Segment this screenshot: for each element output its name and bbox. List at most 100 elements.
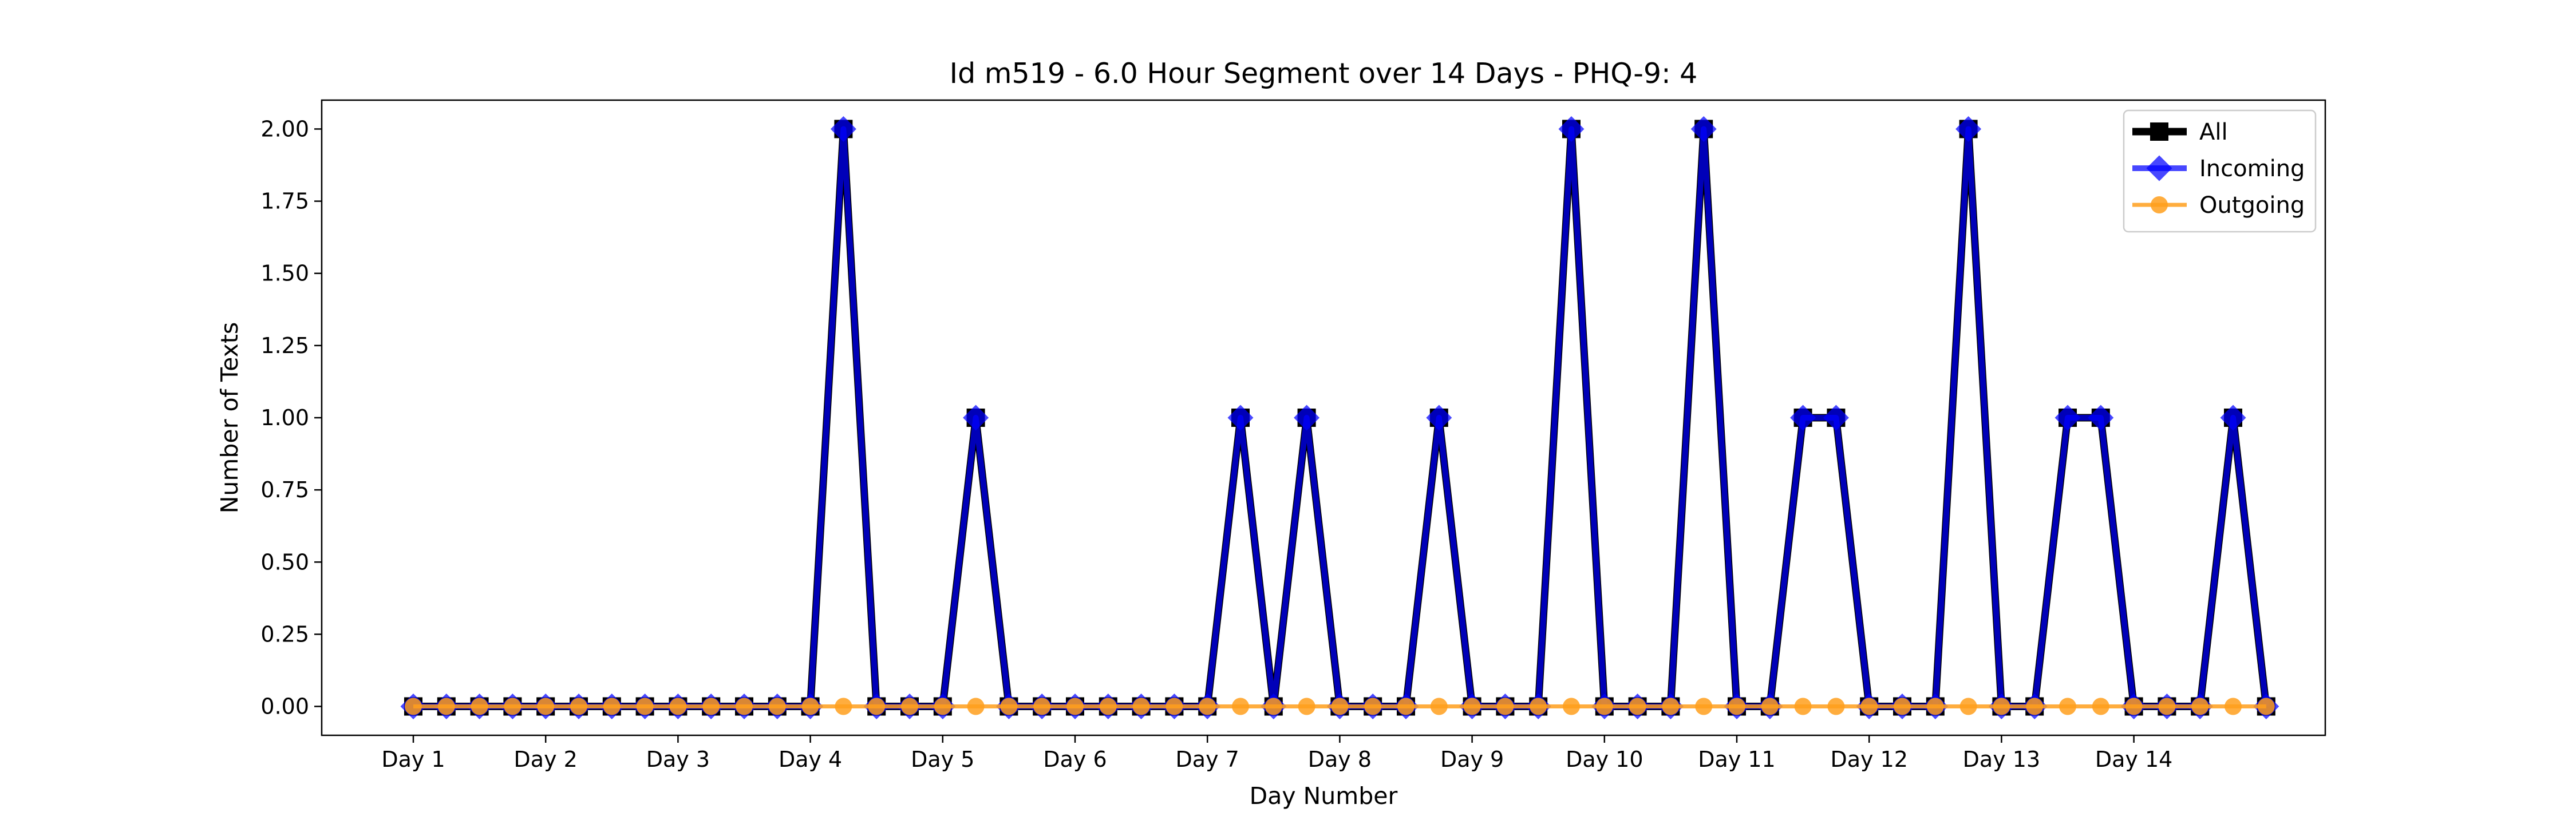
data-point-outgoing xyxy=(405,698,422,715)
data-point-outgoing xyxy=(1794,698,1812,715)
x-tick-label: Day 5 xyxy=(911,747,974,772)
y-tick-label: 1.25 xyxy=(260,333,309,358)
y-tick-label: 0.50 xyxy=(260,549,309,575)
data-point-incoming xyxy=(1790,405,1816,431)
data-point-outgoing xyxy=(2158,698,2176,715)
data-point-outgoing xyxy=(1728,698,1745,715)
data-point-incoming xyxy=(2220,405,2246,431)
x-tick-label: Day 13 xyxy=(1963,747,2040,772)
data-point-incoming xyxy=(1426,405,1452,431)
data-point-incoming xyxy=(2088,405,2114,431)
data-point-outgoing xyxy=(1066,698,1084,715)
y-tick-label: 1.75 xyxy=(260,189,309,214)
x-axis-label: Day Number xyxy=(1250,782,1398,810)
data-point-outgoing xyxy=(1761,698,1779,715)
data-point-outgoing xyxy=(1099,698,1117,715)
data-point-outgoing xyxy=(2225,698,2242,715)
data-point-outgoing xyxy=(1563,698,1580,715)
chart-title: Id m519 - 6.0 Hour Segment over 14 Days … xyxy=(950,57,1698,90)
x-tick-label: Day 9 xyxy=(1440,747,1504,772)
data-point-incoming xyxy=(963,405,989,431)
y-tick-label: 0.75 xyxy=(260,477,309,502)
data-point-outgoing xyxy=(1827,698,1845,715)
data-point-outgoing xyxy=(1993,698,2010,715)
data-point-incoming xyxy=(830,116,856,142)
legend-label-all: All xyxy=(2199,119,2228,145)
data-point-outgoing xyxy=(1629,698,1646,715)
data-point-outgoing xyxy=(1298,698,1315,715)
x-tick-label: Day 1 xyxy=(381,747,445,772)
legend-marker-outgoing xyxy=(2151,196,2168,213)
x-tick-label: Day 6 xyxy=(1043,747,1107,772)
data-point-outgoing xyxy=(835,698,852,715)
data-point-outgoing xyxy=(1530,698,1547,715)
data-point-outgoing xyxy=(967,698,985,715)
data-point-outgoing xyxy=(1662,698,1680,715)
x-tick-label: Day 3 xyxy=(646,747,710,772)
data-point-outgoing xyxy=(1595,698,1613,715)
data-point-incoming xyxy=(1294,405,1320,431)
data-point-outgoing xyxy=(1430,698,1448,715)
data-point-outgoing xyxy=(437,698,455,715)
data-point-outgoing xyxy=(1232,698,1249,715)
data-point-outgoing xyxy=(537,698,555,715)
plot-border xyxy=(321,99,2326,736)
data-point-outgoing xyxy=(471,698,488,715)
data-point-outgoing xyxy=(504,698,521,715)
legend-marker-incoming xyxy=(2146,155,2172,181)
data-point-outgoing xyxy=(1265,698,1282,715)
data-point-outgoing xyxy=(901,698,918,715)
data-point-outgoing xyxy=(2191,698,2209,715)
data-point-incoming xyxy=(2055,405,2081,431)
data-point-outgoing xyxy=(1165,698,1183,715)
series-layer xyxy=(400,116,2279,720)
x-tick-label: Day 4 xyxy=(779,747,842,772)
data-point-outgoing xyxy=(1496,698,1514,715)
y-tick-label: 0.25 xyxy=(260,621,309,647)
data-point-outgoing xyxy=(1132,698,1150,715)
data-point-incoming xyxy=(1955,116,1982,142)
x-tick-label: Day 2 xyxy=(514,747,578,772)
legend: All Incoming Outgoing xyxy=(2123,109,2317,233)
data-point-outgoing xyxy=(1364,698,1382,715)
data-point-incoming xyxy=(1690,116,1717,142)
data-point-incoming xyxy=(1227,405,1254,431)
data-point-outgoing xyxy=(934,698,951,715)
data-point-outgoing xyxy=(1695,698,1713,715)
data-point-outgoing xyxy=(1331,698,1349,715)
data-point-outgoing xyxy=(1860,698,1878,715)
data-point-outgoing xyxy=(636,698,654,715)
data-point-outgoing xyxy=(1033,698,1051,715)
y-axis-label: Number of Texts xyxy=(216,322,243,514)
x-tick-label: Day 12 xyxy=(1830,747,1907,772)
x-tick-label: Day 14 xyxy=(2095,747,2172,772)
y-tick-label: 1.00 xyxy=(260,405,309,430)
x-tick-label: Day 11 xyxy=(1698,747,1775,772)
data-point-outgoing xyxy=(570,698,587,715)
data-point-outgoing xyxy=(603,698,621,715)
data-point-outgoing xyxy=(1000,698,1018,715)
x-tick-label: Day 8 xyxy=(1308,747,1372,772)
data-point-outgoing xyxy=(2257,698,2275,715)
plot-area xyxy=(322,100,2325,735)
data-point-outgoing xyxy=(1959,698,1977,715)
x-axis: Day 1 Day 2 Day 3 Day 4 Day 5 Day 6 Day 7 Day 8… xyxy=(381,735,2172,772)
data-point-outgoing xyxy=(1894,698,1911,715)
data-point-incoming xyxy=(1823,405,1849,431)
data-point-outgoing xyxy=(768,698,786,715)
data-point-outgoing xyxy=(1463,698,1481,715)
legend-box xyxy=(2123,109,2317,233)
data-point-outgoing xyxy=(868,698,886,715)
legend-label-outgoing: Outgoing xyxy=(2199,192,2305,219)
x-tick-label: Day 7 xyxy=(1176,747,1239,772)
legend-marker-all xyxy=(2150,122,2168,141)
data-point-outgoing xyxy=(1397,698,1415,715)
x-tick-label: Day 10 xyxy=(1566,747,1643,772)
y-tick-label: 1.50 xyxy=(260,261,309,286)
data-point-outgoing xyxy=(669,698,687,715)
data-point-outgoing xyxy=(1926,698,1944,715)
y-tick-label: 0.00 xyxy=(260,694,309,719)
data-point-outgoing xyxy=(1199,698,1216,715)
data-point-outgoing xyxy=(702,698,720,715)
